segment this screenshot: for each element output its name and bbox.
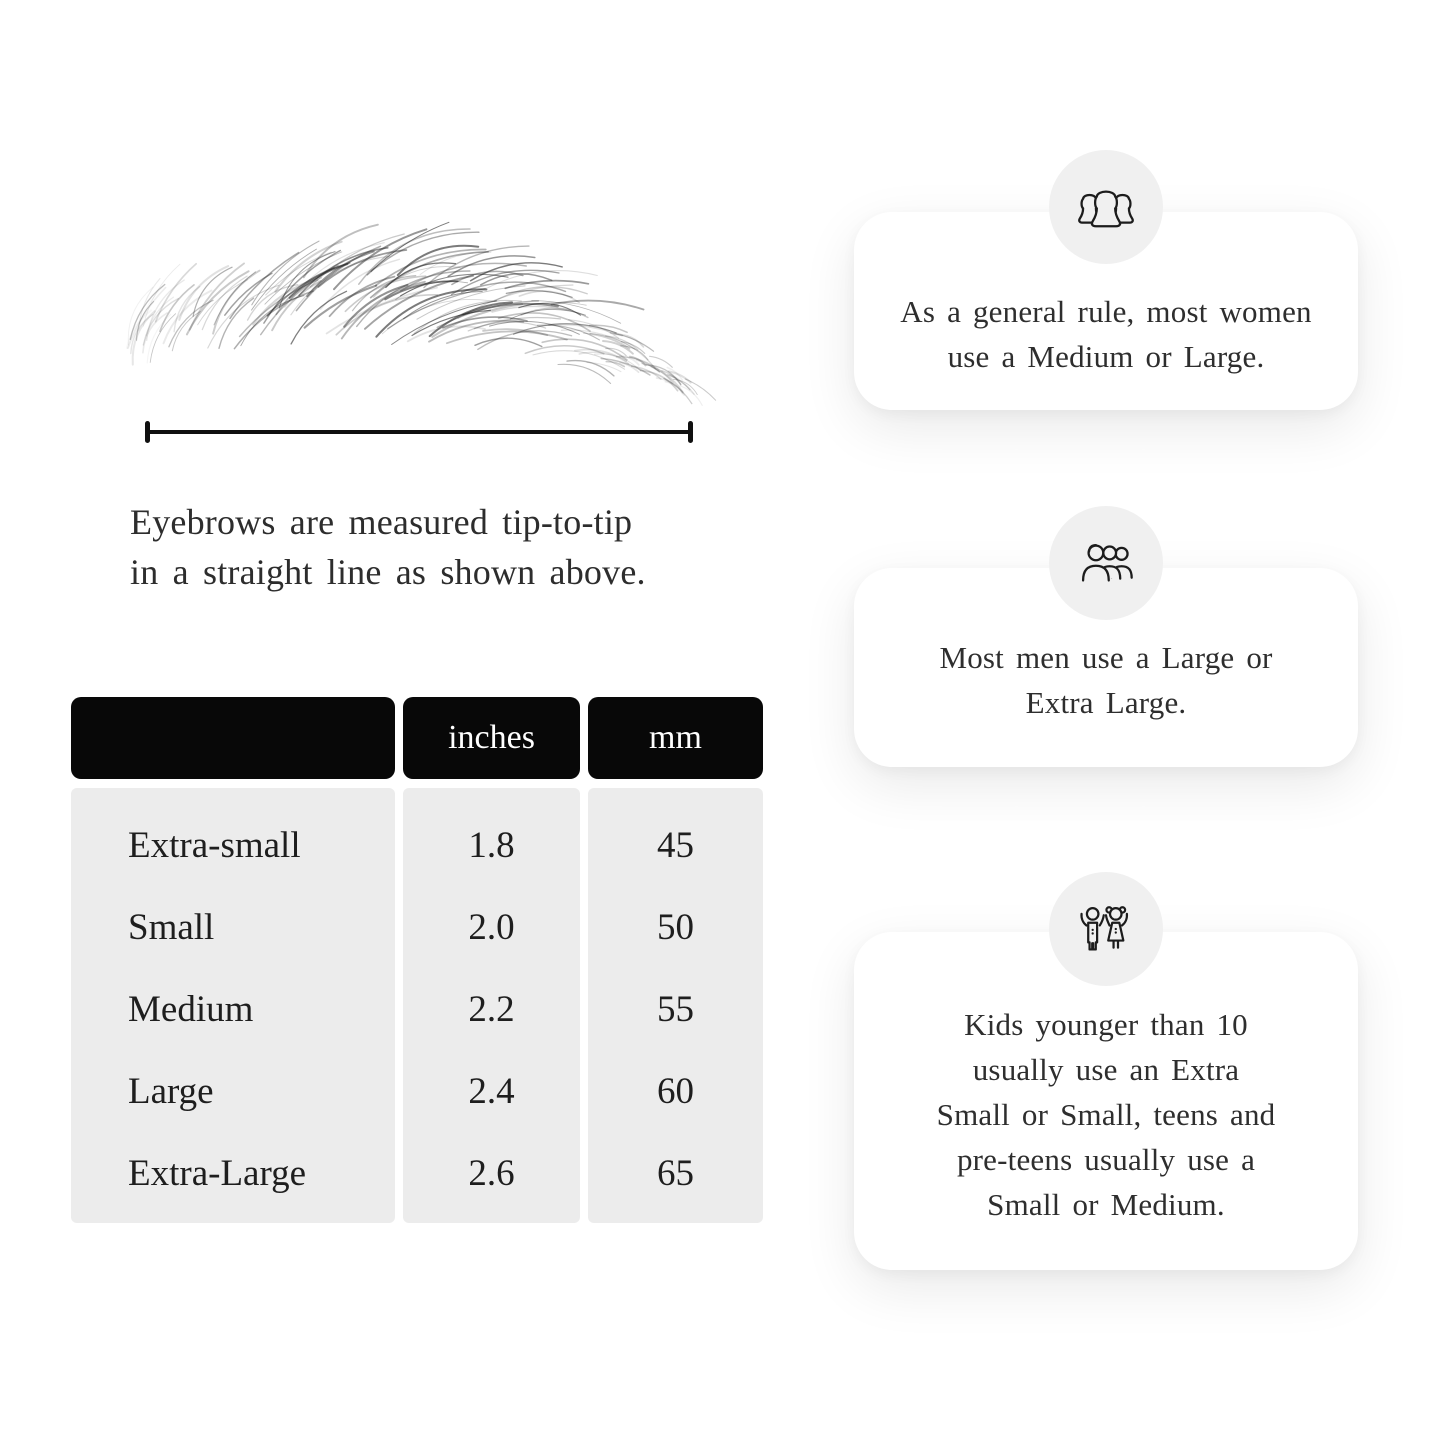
women-icon-badge xyxy=(1049,150,1163,264)
table-row-label: Extra-small xyxy=(128,824,301,866)
table-cell-mm: 65 xyxy=(657,1152,694,1194)
table-cell-mm: 60 xyxy=(657,1070,694,1112)
table-row-label: Small xyxy=(128,906,215,948)
info-card-men-text: Most men use a Large or Extra Large. xyxy=(939,640,1273,720)
measure-bar xyxy=(147,430,691,434)
table-cell-inches: 1.8 xyxy=(468,824,515,866)
kids-icon xyxy=(1080,906,1129,951)
size-table-body: Extra-small Small Medium Large Extra-Lar… xyxy=(71,788,763,1223)
table-cell-mm: 55 xyxy=(657,988,694,1030)
table-row-label: Medium xyxy=(128,988,254,1030)
table-cell-mm: 45 xyxy=(657,824,694,866)
info-card-women-text: As a general rule, most women use a Medi… xyxy=(900,294,1312,374)
table-cell-mm: 50 xyxy=(657,906,694,948)
measure-endcap-right xyxy=(688,421,693,443)
eyebrow-sketch xyxy=(126,221,717,406)
size-column: Extra-small Small Medium Large Extra-Lar… xyxy=(71,788,395,1223)
header-cell-size xyxy=(71,697,395,779)
size-table-header: inches mm xyxy=(71,697,763,779)
eyebrow-illustration xyxy=(110,221,720,407)
table-row-label: Extra-Large xyxy=(128,1152,307,1194)
measurement-caption: Eyebrows are measured tip-to-tip in a st… xyxy=(130,502,646,592)
men-icon-badge xyxy=(1049,506,1163,620)
header-cell-inches: inches xyxy=(403,697,580,779)
table-cell-inches: 2.6 xyxy=(468,1152,515,1194)
table-cell-inches: 2.2 xyxy=(468,988,515,1030)
measurement-line xyxy=(145,421,693,443)
table-cell-inches: 2.4 xyxy=(468,1070,515,1112)
info-card-kids-text: Kids younger than 10 usually use an Extr… xyxy=(936,1006,1276,1222)
kids-icon-badge xyxy=(1049,872,1163,986)
men-group-icon xyxy=(1081,543,1133,582)
info-card-kids: Kids younger than 10 usually use an Extr… xyxy=(854,932,1358,1270)
table-row-label: Large xyxy=(128,1070,214,1112)
women-group-icon xyxy=(1078,190,1134,228)
inches-column: 1.8 2.0 2.2 2.4 2.6 xyxy=(403,788,580,1223)
header-cell-mm: mm xyxy=(588,697,763,779)
mm-column: 45 50 55 60 65 xyxy=(588,788,763,1223)
info-card-women: As a general rule, most women use a Medi… xyxy=(854,212,1358,410)
table-cell-inches: 2.0 xyxy=(468,906,515,948)
